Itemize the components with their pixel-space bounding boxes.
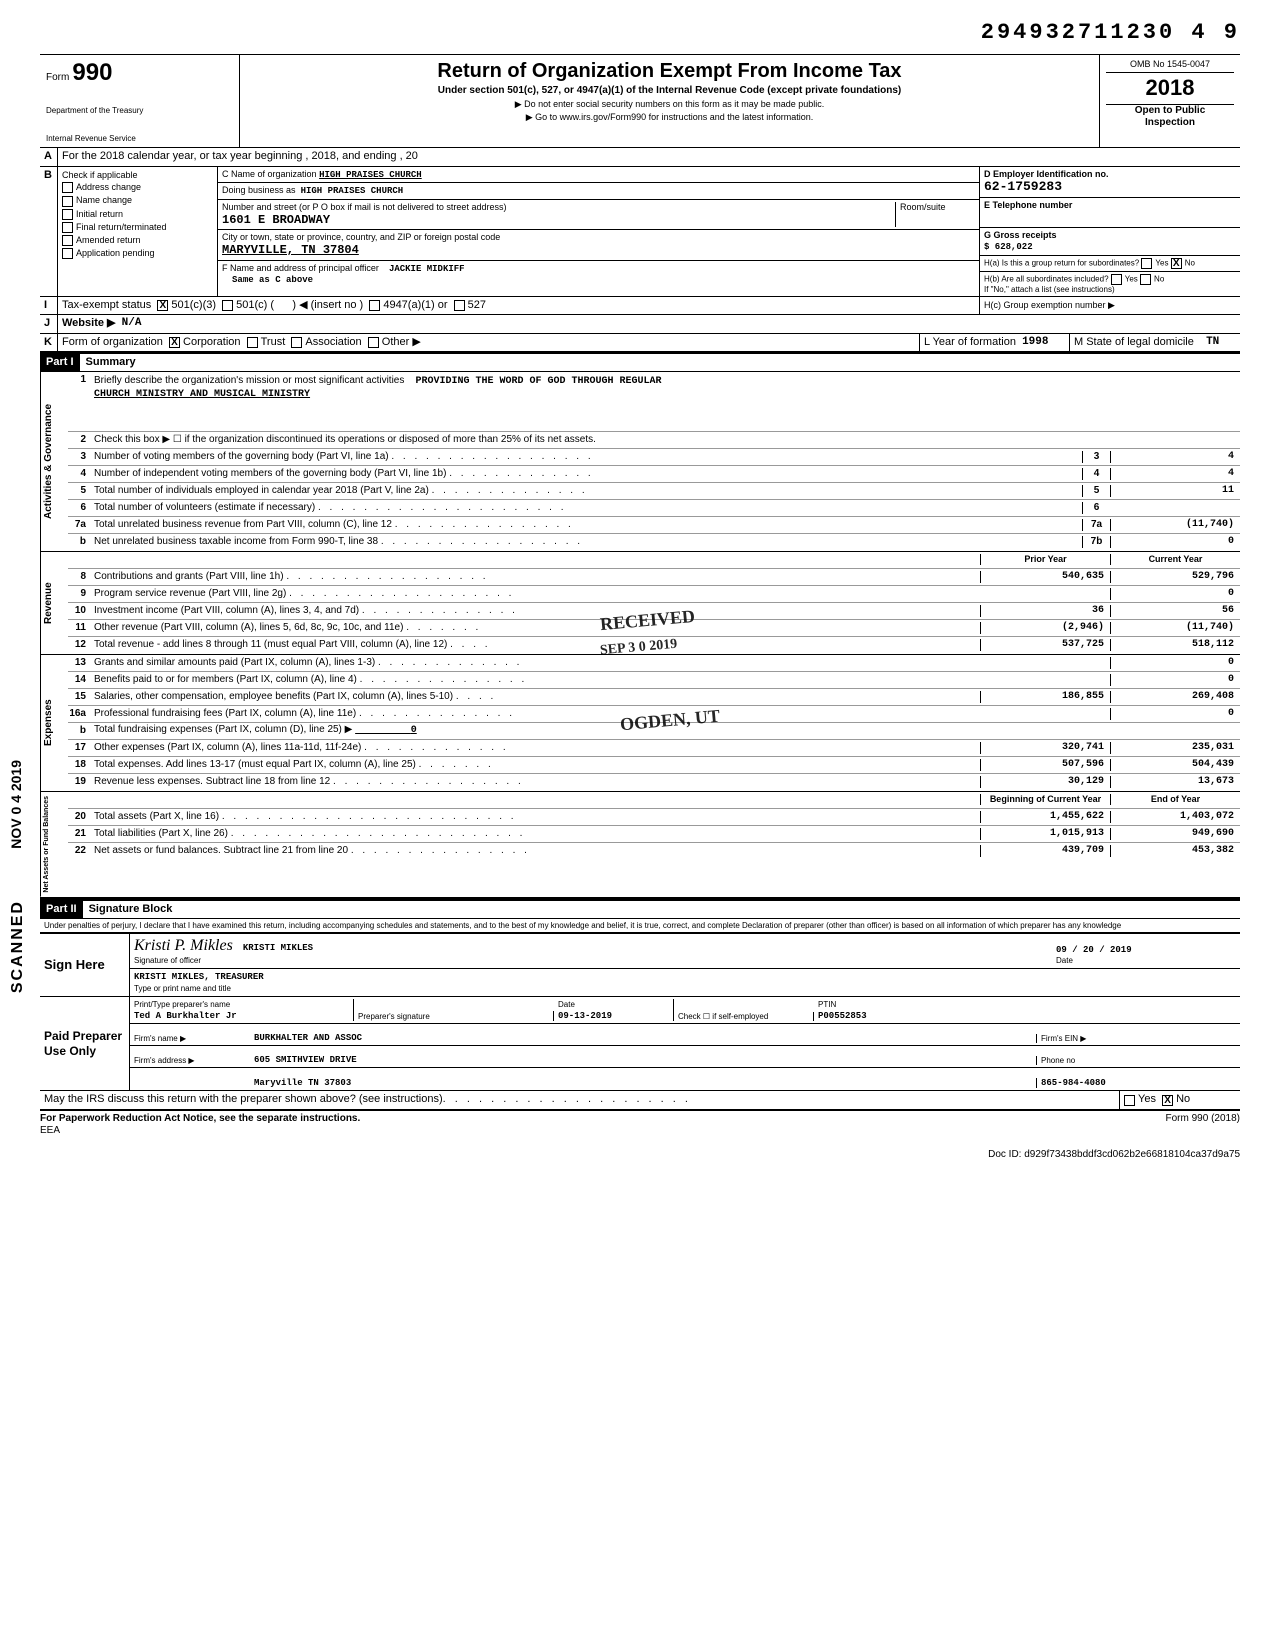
form-subtitle: Under section 501(c), 527, or 4947(a)(1)… bbox=[246, 85, 1093, 97]
margin-nov-date: NOV 0 4 2019 bbox=[8, 760, 25, 849]
tab-expenses: Expenses bbox=[40, 655, 68, 791]
section-c: C Name of organization HIGH PRAISES CHUR… bbox=[218, 167, 980, 297]
chk-corp[interactable]: X bbox=[169, 337, 180, 348]
line-j: Website ▶ N/A bbox=[58, 315, 1240, 332]
chk-discuss-no[interactable]: X bbox=[1162, 1095, 1173, 1106]
irs-discuss: May the IRS discuss this return with the… bbox=[40, 1091, 1120, 1108]
part-2-header: Part II Signature Block bbox=[40, 899, 1240, 919]
dept-treasury: Department of the Treasury bbox=[46, 106, 233, 116]
chk-amended[interactable] bbox=[62, 235, 73, 246]
penalty-text: Under penalties of perjury, I declare th… bbox=[40, 919, 1240, 934]
tab-activities: Activities & Governance bbox=[40, 372, 68, 551]
margin-scanned: SCANNED bbox=[8, 900, 27, 993]
open-public-1: Open to Public bbox=[1106, 105, 1234, 117]
dept-irs: Internal Revenue Service bbox=[46, 134, 233, 144]
chk-address-change[interactable] bbox=[62, 182, 73, 193]
form-ref: Form 990 (2018) bbox=[1166, 1113, 1240, 1137]
chk-4947[interactable] bbox=[369, 300, 380, 311]
doc-id: Doc ID: d929f73438bddf3cd062b2e66818104c… bbox=[40, 1149, 1240, 1161]
paperwork-notice: For Paperwork Reduction Act Notice, see … bbox=[40, 1113, 360, 1124]
chk-other[interactable] bbox=[368, 337, 379, 348]
chk-501c[interactable] bbox=[222, 300, 233, 311]
form-number: 990 bbox=[72, 59, 112, 86]
section-d: D Employer Identification no.62-1759283 … bbox=[980, 167, 1240, 297]
chk-501c3[interactable]: X bbox=[157, 300, 168, 311]
section-b: Check if applicable Address change Name … bbox=[58, 167, 218, 297]
form-title: Return of Organization Exempt From Incom… bbox=[246, 59, 1093, 83]
instr-url: ▶ Go to www.irs.gov/Form990 for instruct… bbox=[246, 112, 1093, 123]
part-1-header: Part I Summary bbox=[40, 352, 1240, 372]
sign-here-label: Sign Here bbox=[40, 934, 130, 996]
form-header: Form 990 Department of the Treasury Inte… bbox=[40, 54, 1240, 148]
line-i: Tax-exempt status X501(c)(3) 501(c) ( ) … bbox=[58, 297, 980, 314]
tax-year: 2018 bbox=[1106, 73, 1234, 104]
line-k: Form of organization XCorporation Trust … bbox=[58, 334, 920, 351]
chk-assoc[interactable] bbox=[291, 337, 302, 348]
chk-app-pending[interactable] bbox=[62, 248, 73, 259]
chk-name-change[interactable] bbox=[62, 196, 73, 207]
chk-initial-return[interactable] bbox=[62, 209, 73, 220]
officer-signature: Kristi P. Mikles bbox=[134, 937, 233, 954]
line-a: A For the 2018 calendar year, or tax yea… bbox=[40, 148, 1240, 166]
paid-preparer-label: Paid Preparer Use Only bbox=[40, 997, 130, 1091]
chk-discuss-yes[interactable] bbox=[1124, 1095, 1135, 1106]
chk-trust[interactable] bbox=[247, 337, 258, 348]
omb-number: OMB No 1545-0047 bbox=[1106, 59, 1234, 73]
open-public-2: Inspection bbox=[1106, 117, 1234, 129]
dln-number: 294932711230 4 9 bbox=[40, 20, 1240, 46]
chk-527[interactable] bbox=[454, 300, 465, 311]
tab-revenue: Revenue bbox=[40, 552, 68, 654]
chk-final-return[interactable] bbox=[62, 222, 73, 233]
tab-net-assets: Net Assets or Fund Balances bbox=[40, 792, 68, 897]
instr-ssn: ▶ Do not enter social security numbers o… bbox=[246, 99, 1093, 110]
